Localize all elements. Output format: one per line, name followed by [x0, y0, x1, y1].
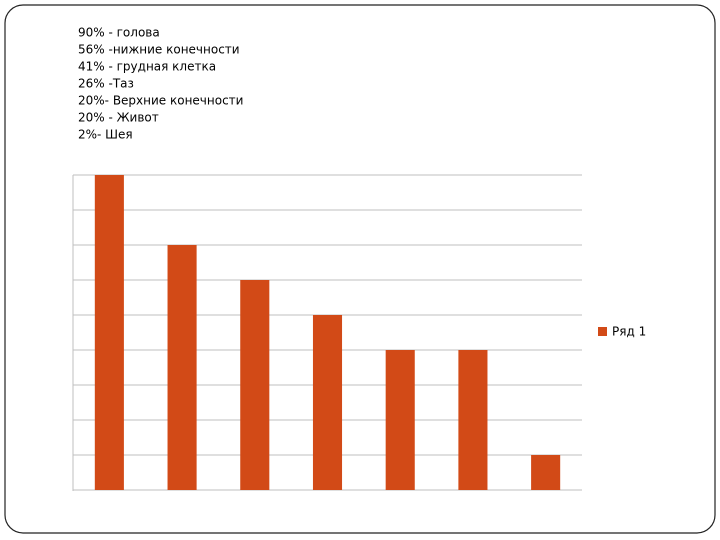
annotation: 20% - Живот	[78, 111, 159, 125]
annotation: 41% - грудная клетка	[78, 60, 216, 74]
bar	[94, 175, 124, 490]
annotation: 2%- Шея	[78, 128, 133, 142]
annotation: 56% -нижние конечности	[78, 43, 240, 57]
bar	[167, 245, 197, 490]
bar	[240, 280, 270, 490]
bar	[531, 455, 561, 490]
annotation: 20%- Верхние конечности	[78, 94, 243, 108]
bar	[312, 315, 343, 490]
annotation: 90% - голова	[78, 26, 160, 40]
legend-label: Ряд 1	[612, 325, 646, 339]
annotation: 26% -Таз	[78, 77, 134, 91]
bar	[458, 350, 488, 490]
legend-swatch	[598, 327, 607, 336]
bar	[385, 350, 415, 490]
